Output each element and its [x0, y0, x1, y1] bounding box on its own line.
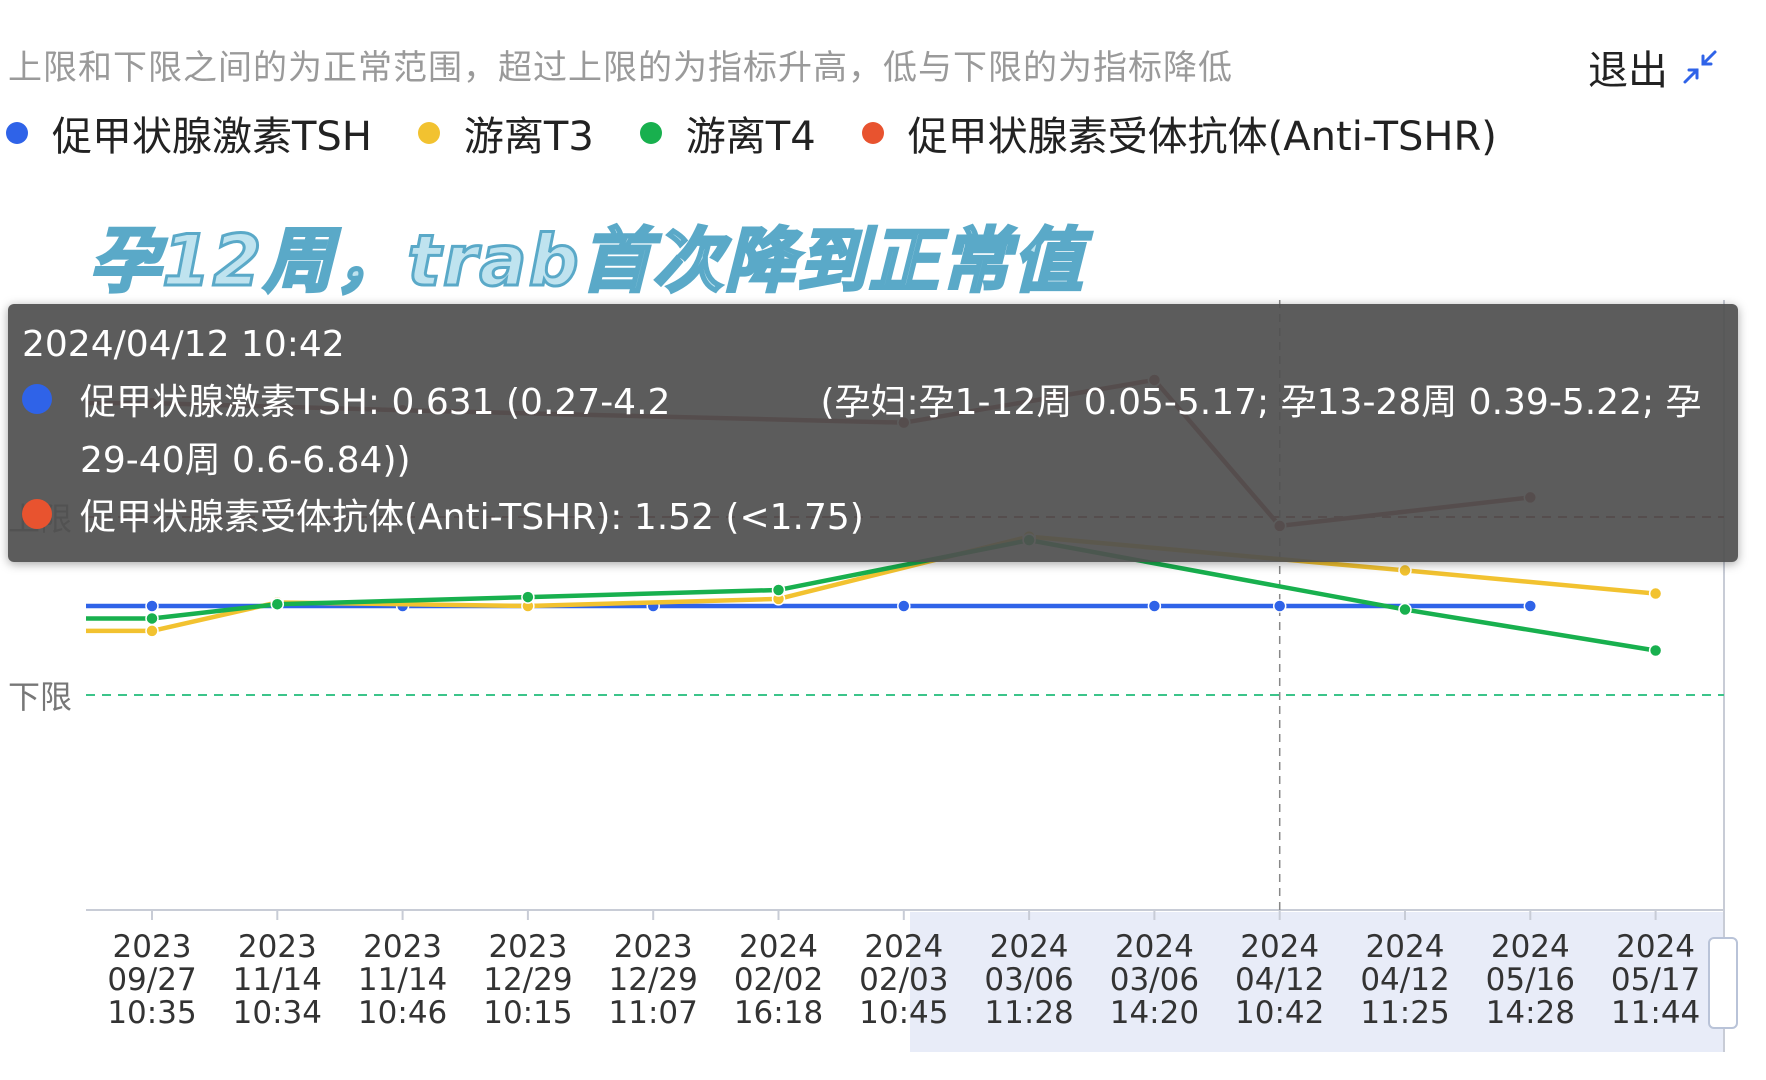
x-tick-label: 2024 [990, 929, 1069, 965]
series-line-2 [86, 537, 1656, 653]
reference-label: 下限 [8, 678, 72, 716]
tooltip-title: 2024/04/12 10:42 [22, 324, 345, 365]
x-tick-label: 09/27 [107, 962, 196, 998]
x-tick-label: 04/12 [1235, 962, 1324, 998]
data-point [1648, 643, 1663, 658]
x-tick-label: 2024 [1616, 929, 1695, 965]
data-point [1272, 599, 1287, 613]
x-tick-label: 2024 [1240, 929, 1319, 965]
legend-item-2[interactable]: 游离T4 [639, 104, 816, 162]
legend-dot [6, 122, 28, 144]
x-tick-label: 10:15 [483, 995, 572, 1031]
data-point [1398, 602, 1412, 617]
zoom-slider-handle[interactable] [1708, 937, 1738, 1029]
legend-item-3[interactable]: 促甲状腺素受体抗体(Anti-TSHR) [861, 104, 1497, 162]
x-tick-label: 05/16 [1486, 962, 1575, 998]
x-tick-label: 2024 [1115, 929, 1194, 965]
legend-item-0[interactable]: 促甲状腺激素TSH [6, 104, 372, 162]
legend-label: 游离T3 [463, 114, 594, 160]
x-tick-label: 11:28 [984, 995, 1073, 1031]
data-point [1648, 586, 1663, 601]
x-tick-label: 11/14 [233, 962, 322, 998]
tooltip-row-text: 促甲状腺素受体抗体(Anti-TSHR): 1.52 (<1.75) [80, 497, 864, 538]
data-point [145, 611, 159, 626]
x-tick-label: 10:34 [233, 995, 322, 1031]
exit-button[interactable]: 退出 [1588, 38, 1718, 96]
x-tick-label: 02/03 [859, 962, 948, 998]
legend-label: 促甲状腺素受体抗体(Anti-TSHR) [907, 114, 1497, 160]
x-tick-label: 2023 [113, 929, 192, 965]
x-tick-label: 03/06 [984, 962, 1073, 998]
x-tick-label: 04/12 [1360, 962, 1449, 998]
legend-item-1[interactable]: 游离T3 [417, 104, 594, 162]
x-tick-label: 05/17 [1611, 962, 1700, 998]
x-tick-label: 2024 [739, 929, 818, 965]
x-tick-label: 10:35 [107, 995, 196, 1031]
data-point [1523, 599, 1538, 613]
series-line-1 [86, 534, 1656, 634]
exit-label: 退出 [1588, 48, 1668, 94]
tooltip-row-tsh: 促甲状腺激素TSH: 0.631 (0.27-4.2 (孕妇:孕1-12周 0.0… [22, 374, 1720, 490]
data-point [897, 599, 911, 613]
x-tick-label: 12/29 [483, 962, 572, 998]
x-tick-label: 2023 [238, 929, 317, 965]
legend-dot [417, 122, 440, 144]
tooltip-row-ref: (孕妇:孕1-12周 0.05-5.17; 孕13-28周 0.39-5.22;… [80, 382, 1702, 481]
data-point [145, 624, 159, 638]
x-tick-label: 10:42 [1235, 995, 1324, 1031]
x-tick-label: 2024 [1491, 929, 1570, 965]
x-tick-label: 11:44 [1611, 995, 1700, 1031]
legend-label: 促甲状腺激素TSH [52, 114, 372, 160]
legend-label: 游离T4 [685, 114, 816, 160]
x-tick-label: 16:18 [734, 995, 823, 1031]
x-tick-label: 14:28 [1486, 995, 1575, 1031]
overlay-headline: 孕12周，trab首次降到正常值 [89, 219, 1085, 304]
x-tick-label: 02/02 [734, 962, 823, 998]
data-point [1398, 563, 1412, 578]
tooltip-row-text: 促甲状腺激素TSH: 0.631 (0.27-4.2 [80, 382, 671, 423]
collapse-arrows-icon [1683, 50, 1717, 84]
tooltip-row-trab: 促甲状腺素受体抗体(Anti-TSHR): 1.52 (<1.75) [22, 489, 1720, 547]
data-point [145, 599, 159, 613]
series-dot [22, 499, 52, 529]
chart-legend: 促甲状腺激素TSH 游离T3 游离T4 促甲状腺素受体抗体(Anti-TSHR) [6, 104, 1543, 162]
x-tick-label: 2023 [488, 929, 567, 965]
x-tick-label: 03/06 [1110, 962, 1199, 998]
data-point [771, 583, 786, 597]
data-tooltip: 2024/04/12 10:42 促甲状腺激素TSH: 0.631 (0.27-… [8, 304, 1738, 562]
legend-dot [861, 122, 884, 144]
legend-dot [639, 122, 662, 144]
zoom-selection-area [910, 912, 1724, 1052]
x-tick-label: 14:20 [1110, 995, 1199, 1031]
x-tick-label: 2024 [1366, 929, 1445, 965]
data-point [270, 597, 285, 611]
range-hint: 上限和下限之间的为正常范围，超过上限的为指标升高，低与下限的为指标降低 [8, 48, 1233, 88]
x-tick-label: 2023 [363, 929, 442, 965]
x-tick-label: 12/29 [609, 962, 698, 998]
x-tick-label: 11:07 [609, 995, 698, 1031]
x-tick-label: 10:45 [859, 995, 948, 1031]
x-tick-label: 10:46 [358, 995, 447, 1031]
data-point [1147, 599, 1162, 613]
x-tick-label: 11:25 [1360, 995, 1449, 1031]
series-dot [22, 384, 52, 414]
data-point [521, 590, 535, 604]
x-tick-label: 2023 [614, 929, 693, 965]
x-tick-label: 11/14 [358, 962, 447, 998]
x-tick-label: 2024 [864, 929, 943, 965]
